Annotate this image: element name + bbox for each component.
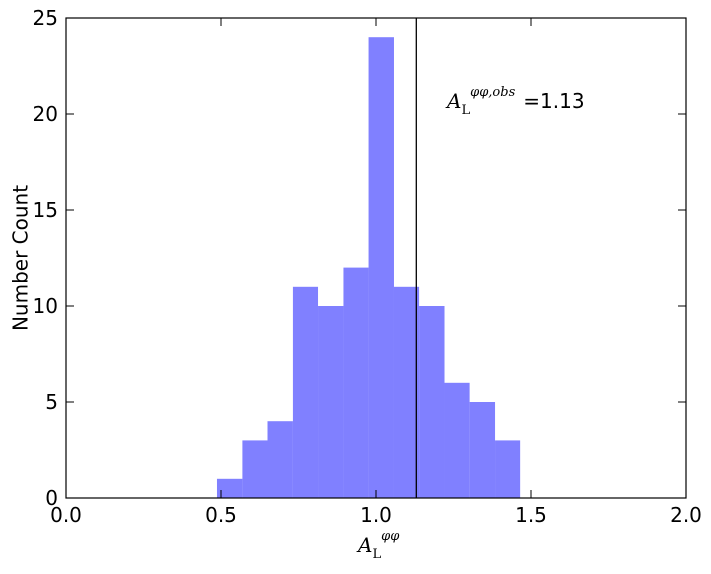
x-label-sub: L xyxy=(372,547,381,562)
x-label-sup: φφ xyxy=(381,529,400,544)
bar xyxy=(343,267,369,498)
x-tick-label: 0.0 xyxy=(50,503,82,527)
y-tick-label: 20 xyxy=(33,102,58,126)
x-label-base: A xyxy=(356,533,372,557)
bar xyxy=(242,440,268,498)
y-axis-label: Number Count xyxy=(9,185,33,331)
y-tick-label: 0 xyxy=(45,486,58,510)
bar xyxy=(292,286,319,498)
x-tick-label: 2.0 xyxy=(670,503,702,527)
annotation: ALφφ,obs =1.13 xyxy=(445,85,585,118)
bar xyxy=(469,402,496,498)
bar xyxy=(368,37,394,498)
x-axis-label: ALφφ xyxy=(356,529,400,562)
x-tick-label: 1.0 xyxy=(360,503,392,527)
y-tick-label: 25 xyxy=(33,6,58,30)
bar xyxy=(318,306,344,498)
annotation-sub: L xyxy=(461,103,470,118)
x-tick-label: 0.5 xyxy=(205,503,237,527)
bar xyxy=(444,382,470,498)
annotation-text: =1.13 xyxy=(523,89,584,113)
x-tick-label: 1.5 xyxy=(515,503,547,527)
annotation-base: A xyxy=(445,89,461,113)
y-tick-label: 15 xyxy=(33,198,58,222)
y-tick-label: 5 xyxy=(45,390,58,414)
bar xyxy=(216,478,243,498)
bar xyxy=(495,440,521,498)
bar xyxy=(419,306,445,498)
bar xyxy=(393,286,420,498)
bar xyxy=(267,421,293,498)
y-tick-label: 10 xyxy=(33,294,58,318)
annotation-sup: φφ,obs xyxy=(470,85,515,100)
